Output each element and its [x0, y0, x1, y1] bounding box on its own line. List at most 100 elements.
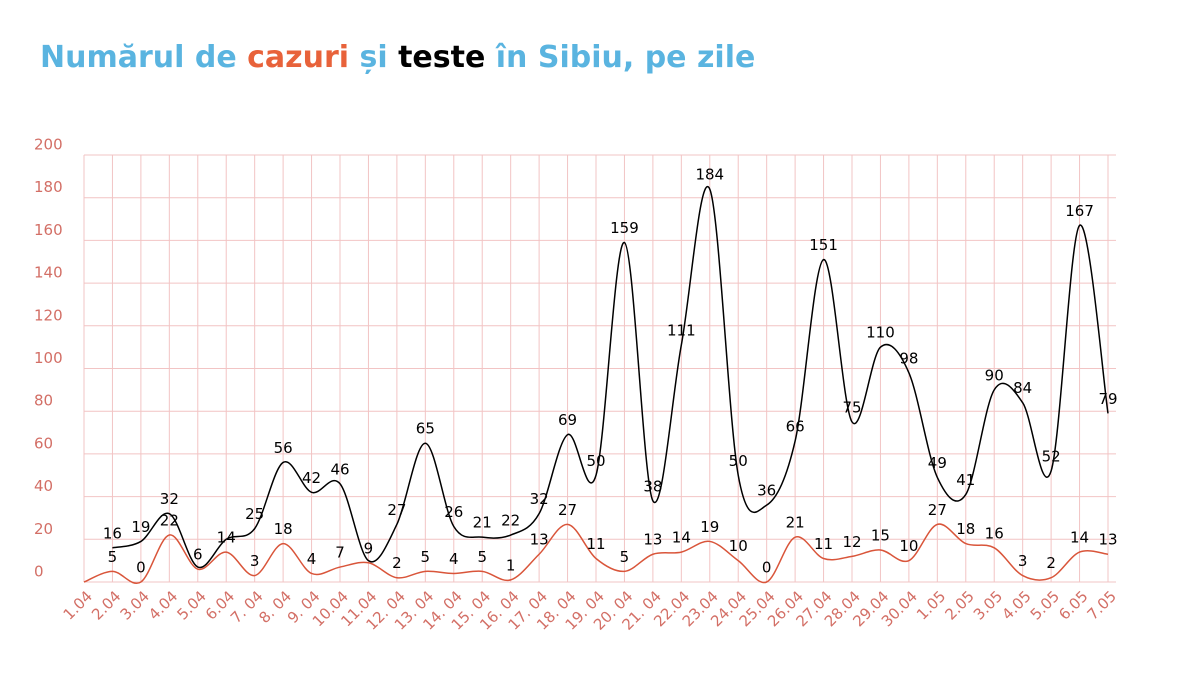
value-label: 21 — [473, 514, 492, 532]
value-label: 50 — [729, 452, 748, 470]
y-tick-label: 160 — [34, 221, 63, 239]
value-label: 38 — [643, 477, 662, 495]
value-label: 32 — [530, 490, 549, 508]
chart-title: Numărul de cazuri și teste în Sibiu, pe … — [40, 40, 755, 75]
title-part: în Sibiu, pe zile — [485, 40, 755, 75]
value-label: 19 — [700, 518, 719, 536]
value-label: 41 — [956, 471, 975, 489]
value-label: 75 — [842, 398, 861, 416]
y-tick-label: 40 — [34, 477, 53, 495]
x-tick-label: 3.04 — [117, 587, 153, 623]
x-tick-label: 5.04 — [173, 587, 209, 623]
x-tick-label: 6.05 — [1055, 587, 1091, 623]
value-label: 50 — [586, 452, 605, 470]
value-label: 27 — [387, 501, 406, 519]
value-label: 167 — [1065, 202, 1094, 220]
value-label: 12 — [842, 533, 861, 551]
value-label: 13 — [530, 531, 549, 549]
value-label: 18 — [274, 520, 293, 538]
x-tick-label: 2.04 — [88, 587, 124, 623]
y-tick-label: 20 — [34, 520, 53, 538]
value-label: 11 — [586, 535, 605, 553]
series-line — [83, 523, 1109, 585]
value-label: 151 — [809, 236, 838, 254]
value-label: 42 — [302, 469, 321, 487]
title-part: și — [349, 40, 398, 75]
value-label: 5 — [108, 548, 118, 566]
value-label: 5 — [620, 548, 630, 566]
value-label: 25 — [245, 505, 264, 523]
value-label: 9 — [364, 539, 374, 557]
series-line — [112, 185, 1109, 569]
value-label: 84 — [1013, 379, 1032, 397]
x-tick-label: 2.05 — [941, 587, 977, 623]
value-label: 18 — [956, 520, 975, 538]
value-label: 90 — [985, 366, 1004, 384]
value-label: 111 — [667, 322, 696, 340]
x-tick-label: 8. 04 — [255, 587, 295, 627]
value-label: 14 — [217, 529, 236, 547]
value-label: 22 — [160, 512, 179, 530]
value-label: 13 — [1098, 531, 1117, 549]
value-label: 0 — [136, 559, 146, 577]
value-label: 4 — [307, 550, 317, 568]
value-label: 21 — [786, 514, 805, 532]
value-label: 159 — [610, 219, 639, 237]
value-label: 66 — [786, 418, 805, 436]
x-tick-label: 4.04 — [145, 587, 181, 623]
value-label: 4 — [449, 550, 459, 568]
y-tick-label: 140 — [34, 264, 63, 282]
x-tick-label: 4.05 — [998, 587, 1034, 623]
value-label: 98 — [899, 349, 918, 367]
value-label: 26 — [444, 503, 463, 521]
value-label: 2 — [1046, 554, 1056, 572]
title-part: teste — [398, 40, 485, 75]
value-label: 3 — [1018, 552, 1028, 570]
x-tick-label: 3.05 — [970, 587, 1006, 623]
value-label: 52 — [1042, 447, 1061, 465]
value-label: 27 — [558, 501, 577, 519]
value-label: 14 — [672, 529, 691, 547]
value-label: 5 — [477, 548, 487, 566]
x-tick-label: 1.04 — [60, 587, 96, 623]
value-label: 110 — [866, 324, 895, 342]
x-tick-label: 5.05 — [1027, 587, 1063, 623]
value-label: 7 — [335, 544, 345, 562]
x-tick-label: 7. 04 — [227, 587, 267, 627]
y-tick-label: 100 — [34, 349, 63, 367]
value-label: 32 — [160, 490, 179, 508]
value-label: 5 — [421, 548, 431, 566]
title-part: cazuri — [247, 40, 349, 75]
value-label: 11 — [814, 535, 833, 553]
value-label: 184 — [695, 166, 724, 184]
y-tick-label: 80 — [34, 392, 53, 410]
value-label: 16 — [103, 524, 122, 542]
y-tick-label: 180 — [34, 178, 63, 196]
value-label: 2 — [392, 554, 402, 572]
x-tick-label: 7.05 — [1084, 587, 1120, 623]
value-label: 22 — [501, 512, 520, 530]
x-tick-label: 1.05 — [913, 587, 949, 623]
value-label: 14 — [1070, 529, 1089, 547]
y-tick-label: 0 — [34, 563, 44, 581]
value-label: 16 — [985, 524, 1004, 542]
value-label: 56 — [274, 439, 293, 457]
value-label: 6 — [193, 546, 203, 564]
value-label: 36 — [757, 482, 776, 500]
value-label: 3 — [250, 552, 260, 570]
value-label: 19 — [131, 518, 150, 536]
value-label: 46 — [330, 460, 349, 478]
y-tick-label: 120 — [34, 306, 63, 324]
value-label: 13 — [643, 531, 662, 549]
value-label: 69 — [558, 411, 577, 429]
value-label: 10 — [899, 537, 918, 555]
y-tick-label: 200 — [34, 136, 63, 154]
value-label: 10 — [729, 537, 748, 555]
value-label: 49 — [928, 454, 947, 472]
value-label: 27 — [928, 501, 947, 519]
y-tick-label: 60 — [34, 434, 53, 452]
value-label: 79 — [1098, 390, 1117, 408]
value-label: 1 — [506, 556, 516, 574]
value-label: 65 — [416, 420, 435, 438]
